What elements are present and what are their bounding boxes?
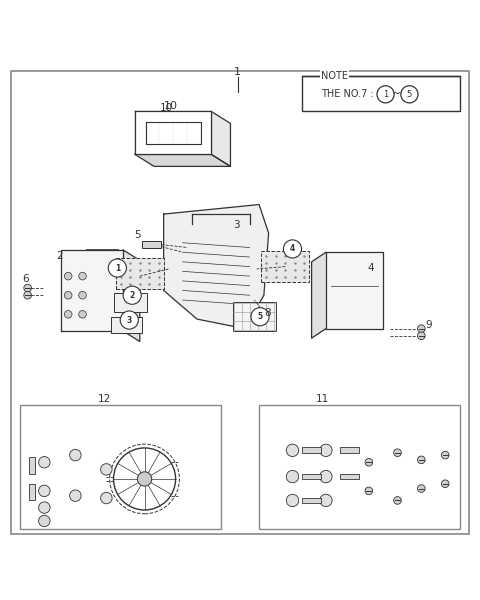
Circle shape: [365, 487, 372, 495]
Circle shape: [320, 494, 332, 506]
FancyBboxPatch shape: [11, 71, 469, 534]
Circle shape: [38, 457, 50, 468]
Text: 11: 11: [315, 394, 329, 404]
Bar: [302, 474, 321, 479]
Text: 4: 4: [290, 244, 295, 253]
Bar: [114, 293, 147, 312]
Text: 5: 5: [407, 90, 412, 99]
Circle shape: [251, 308, 269, 326]
Circle shape: [365, 458, 372, 466]
Bar: [302, 448, 321, 453]
Circle shape: [101, 464, 112, 475]
Circle shape: [418, 456, 425, 464]
Circle shape: [286, 470, 299, 483]
Circle shape: [283, 240, 301, 258]
Bar: [233, 302, 276, 331]
Bar: [259, 405, 459, 529]
Text: NOTE: NOTE: [321, 71, 348, 81]
Circle shape: [286, 494, 299, 506]
Polygon shape: [312, 252, 326, 338]
Text: 12: 12: [97, 394, 110, 404]
Circle shape: [24, 292, 32, 299]
Polygon shape: [135, 112, 211, 154]
Bar: [29, 484, 35, 500]
Circle shape: [394, 497, 401, 504]
Bar: [340, 448, 360, 453]
Circle shape: [442, 480, 449, 488]
Circle shape: [24, 284, 32, 292]
Circle shape: [418, 325, 425, 332]
Text: 6: 6: [22, 274, 29, 284]
Bar: [29, 457, 35, 474]
Circle shape: [442, 451, 449, 459]
Polygon shape: [123, 250, 140, 341]
Text: 3: 3: [127, 316, 132, 325]
Bar: [111, 317, 142, 334]
Text: 1: 1: [234, 67, 241, 77]
Text: 1: 1: [383, 90, 388, 99]
Circle shape: [64, 310, 72, 318]
Circle shape: [418, 332, 425, 340]
Text: 10: 10: [159, 103, 173, 113]
Text: THE NO.7 :: THE NO.7 :: [321, 89, 374, 100]
Text: 4: 4: [368, 263, 374, 272]
Circle shape: [70, 449, 81, 461]
Bar: [262, 251, 309, 282]
Circle shape: [418, 485, 425, 493]
Circle shape: [38, 515, 50, 527]
FancyBboxPatch shape: [302, 76, 459, 112]
Bar: [142, 241, 161, 248]
Bar: [21, 405, 221, 529]
Circle shape: [320, 444, 332, 457]
Circle shape: [101, 493, 112, 504]
Polygon shape: [211, 112, 230, 166]
Bar: [302, 497, 321, 503]
Circle shape: [70, 490, 81, 502]
Circle shape: [64, 292, 72, 299]
Text: 5: 5: [257, 312, 263, 321]
Circle shape: [79, 310, 86, 318]
Polygon shape: [135, 154, 230, 166]
Circle shape: [79, 272, 86, 280]
Text: 1: 1: [115, 263, 120, 272]
Circle shape: [108, 259, 126, 277]
Circle shape: [394, 449, 401, 457]
Bar: [340, 474, 360, 479]
Text: 8: 8: [264, 308, 271, 318]
Polygon shape: [326, 252, 383, 329]
Text: 9: 9: [425, 320, 432, 330]
Circle shape: [79, 292, 86, 299]
Polygon shape: [164, 205, 269, 329]
Circle shape: [120, 311, 138, 329]
Text: 2: 2: [130, 291, 135, 300]
Text: 10: 10: [164, 101, 178, 112]
Text: ~: ~: [392, 89, 401, 100]
Circle shape: [123, 286, 141, 304]
Polygon shape: [61, 250, 123, 331]
Text: 2: 2: [56, 251, 63, 261]
Circle shape: [64, 272, 72, 280]
Text: 5: 5: [134, 230, 141, 239]
Bar: [116, 258, 164, 289]
Circle shape: [286, 444, 299, 457]
Text: 3: 3: [233, 220, 240, 230]
Circle shape: [137, 472, 152, 486]
Circle shape: [38, 485, 50, 497]
Circle shape: [320, 470, 332, 483]
Circle shape: [38, 502, 50, 514]
